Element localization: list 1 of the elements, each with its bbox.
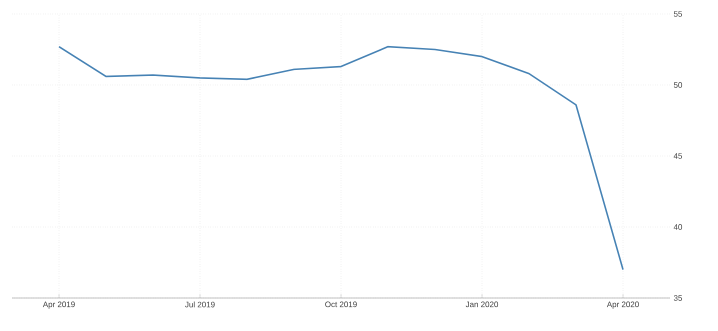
- line-series: [58, 46, 624, 270]
